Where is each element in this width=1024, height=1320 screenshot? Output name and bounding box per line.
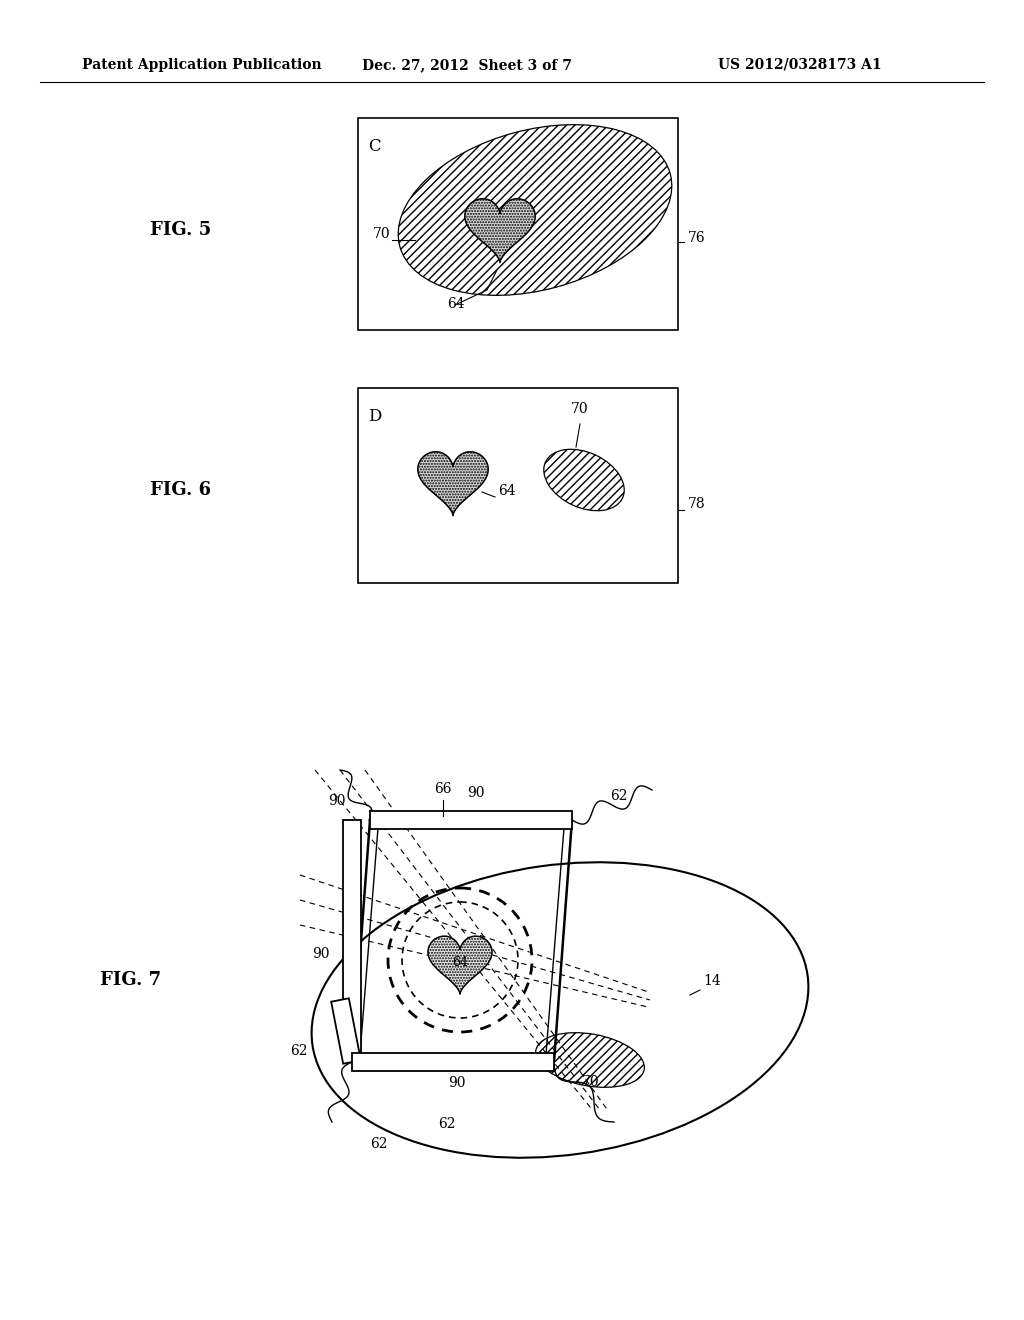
Text: C: C <box>368 139 381 154</box>
Text: US 2012/0328173 A1: US 2012/0328173 A1 <box>718 58 882 73</box>
Polygon shape <box>428 936 492 994</box>
Text: FIG. 6: FIG. 6 <box>150 480 211 499</box>
Text: 62: 62 <box>370 1137 387 1151</box>
Text: 70: 70 <box>582 1074 600 1089</box>
Polygon shape <box>331 998 360 1064</box>
Text: 66: 66 <box>434 781 452 796</box>
Ellipse shape <box>311 862 808 1158</box>
Text: FIG. 7: FIG. 7 <box>100 972 161 989</box>
Polygon shape <box>352 1053 554 1071</box>
Text: 78: 78 <box>688 498 706 511</box>
Text: 70: 70 <box>571 403 589 416</box>
Polygon shape <box>465 199 536 263</box>
Text: FIG. 5: FIG. 5 <box>150 220 211 239</box>
Text: 14: 14 <box>703 974 721 987</box>
Text: 90: 90 <box>467 785 484 800</box>
Text: 90: 90 <box>312 946 330 961</box>
Text: 64: 64 <box>447 297 465 312</box>
Bar <box>358 388 678 583</box>
Text: 64: 64 <box>498 484 516 498</box>
Ellipse shape <box>536 1032 644 1088</box>
Bar <box>358 117 678 330</box>
Text: D: D <box>368 408 381 425</box>
Ellipse shape <box>398 124 672 296</box>
Text: 62: 62 <box>290 1044 307 1059</box>
Polygon shape <box>418 451 488 515</box>
Ellipse shape <box>544 449 625 511</box>
Polygon shape <box>370 810 572 829</box>
Text: Dec. 27, 2012  Sheet 3 of 7: Dec. 27, 2012 Sheet 3 of 7 <box>362 58 571 73</box>
Polygon shape <box>343 820 361 1063</box>
Text: 90: 90 <box>449 1076 466 1090</box>
Text: 62: 62 <box>610 789 628 803</box>
Text: 64: 64 <box>452 957 468 969</box>
Text: 62: 62 <box>438 1117 456 1131</box>
Text: 76: 76 <box>688 231 706 246</box>
Text: 90: 90 <box>328 795 345 808</box>
Text: Patent Application Publication: Patent Application Publication <box>82 58 322 73</box>
Text: 70: 70 <box>373 227 390 242</box>
